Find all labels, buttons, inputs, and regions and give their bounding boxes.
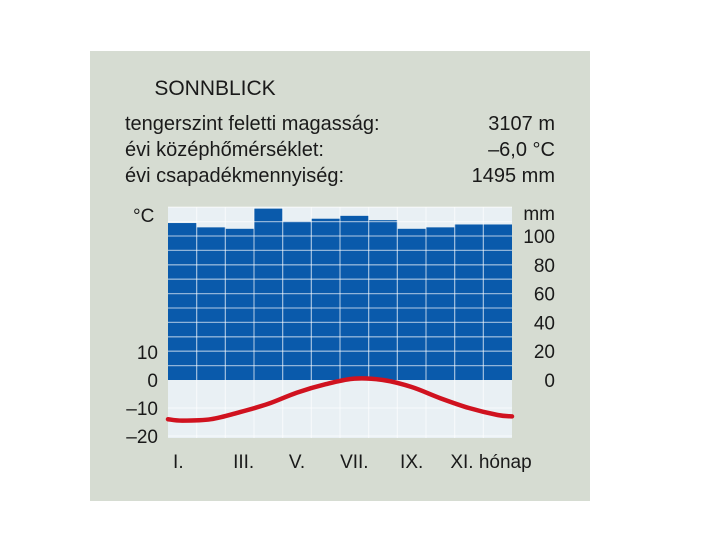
plot-grid <box>168 206 512 438</box>
precipitation-bar-IV. <box>254 208 283 380</box>
precipitation-bar-XI. <box>454 224 484 380</box>
y-left-tick: –10 <box>126 399 158 420</box>
y-right-tick: 40 <box>534 313 555 334</box>
precipitation-bar-VI. <box>311 218 340 380</box>
y-left-tick: 0 <box>147 371 158 392</box>
x-tick-label: I. <box>173 452 184 473</box>
precipitation-bar-V. <box>282 221 312 380</box>
precipitation-bar-XII. <box>483 224 512 380</box>
precipitation-label: évi csapadékmennyiség: <box>125 165 345 187</box>
y-left-unit-label: °C <box>133 206 154 227</box>
x-tick-label: V. <box>289 452 305 473</box>
y-right-tick: 60 <box>534 285 555 306</box>
altitude-label: tengerszint feletti magasság: <box>125 113 380 135</box>
precipitation-bar-X. <box>426 227 455 380</box>
x-tick-label: XI. hónap <box>450 452 531 473</box>
precipitation-bar-IX. <box>397 228 426 380</box>
y-right-unit-label: mm <box>523 204 555 225</box>
x-tick-label: IX. <box>400 452 423 473</box>
precipitation-bar-I. <box>168 223 197 380</box>
precipitation-bar-VIII. <box>368 220 398 380</box>
precipitation-bar-II. <box>196 227 226 380</box>
x-tick-label: III. <box>233 452 254 473</box>
precipitation-bar-VII. <box>340 215 369 380</box>
precipitation-bars <box>168 208 512 380</box>
y-left-tick: –20 <box>126 427 158 448</box>
mean-temperature-label: évi középhőmérséklet: <box>125 139 324 161</box>
y-right-tick: 80 <box>534 256 555 277</box>
y-right-tick: 20 <box>534 342 555 363</box>
precipitation-bar-III. <box>225 228 254 380</box>
precipitation-value: 1495 mm <box>471 165 555 187</box>
y-right-tick: 0 <box>544 371 555 392</box>
temperature-series <box>165 376 515 423</box>
station-title: SONNBLICK <box>154 77 276 100</box>
y-left-tick: 10 <box>137 343 158 364</box>
temperature-line <box>165 376 515 423</box>
y-right-tick: 100 <box>523 227 555 248</box>
x-tick-label: VII. <box>340 452 369 473</box>
altitude-value: 3107 m <box>488 113 555 135</box>
mean-temperature-value: –6,0 °C <box>488 139 555 161</box>
